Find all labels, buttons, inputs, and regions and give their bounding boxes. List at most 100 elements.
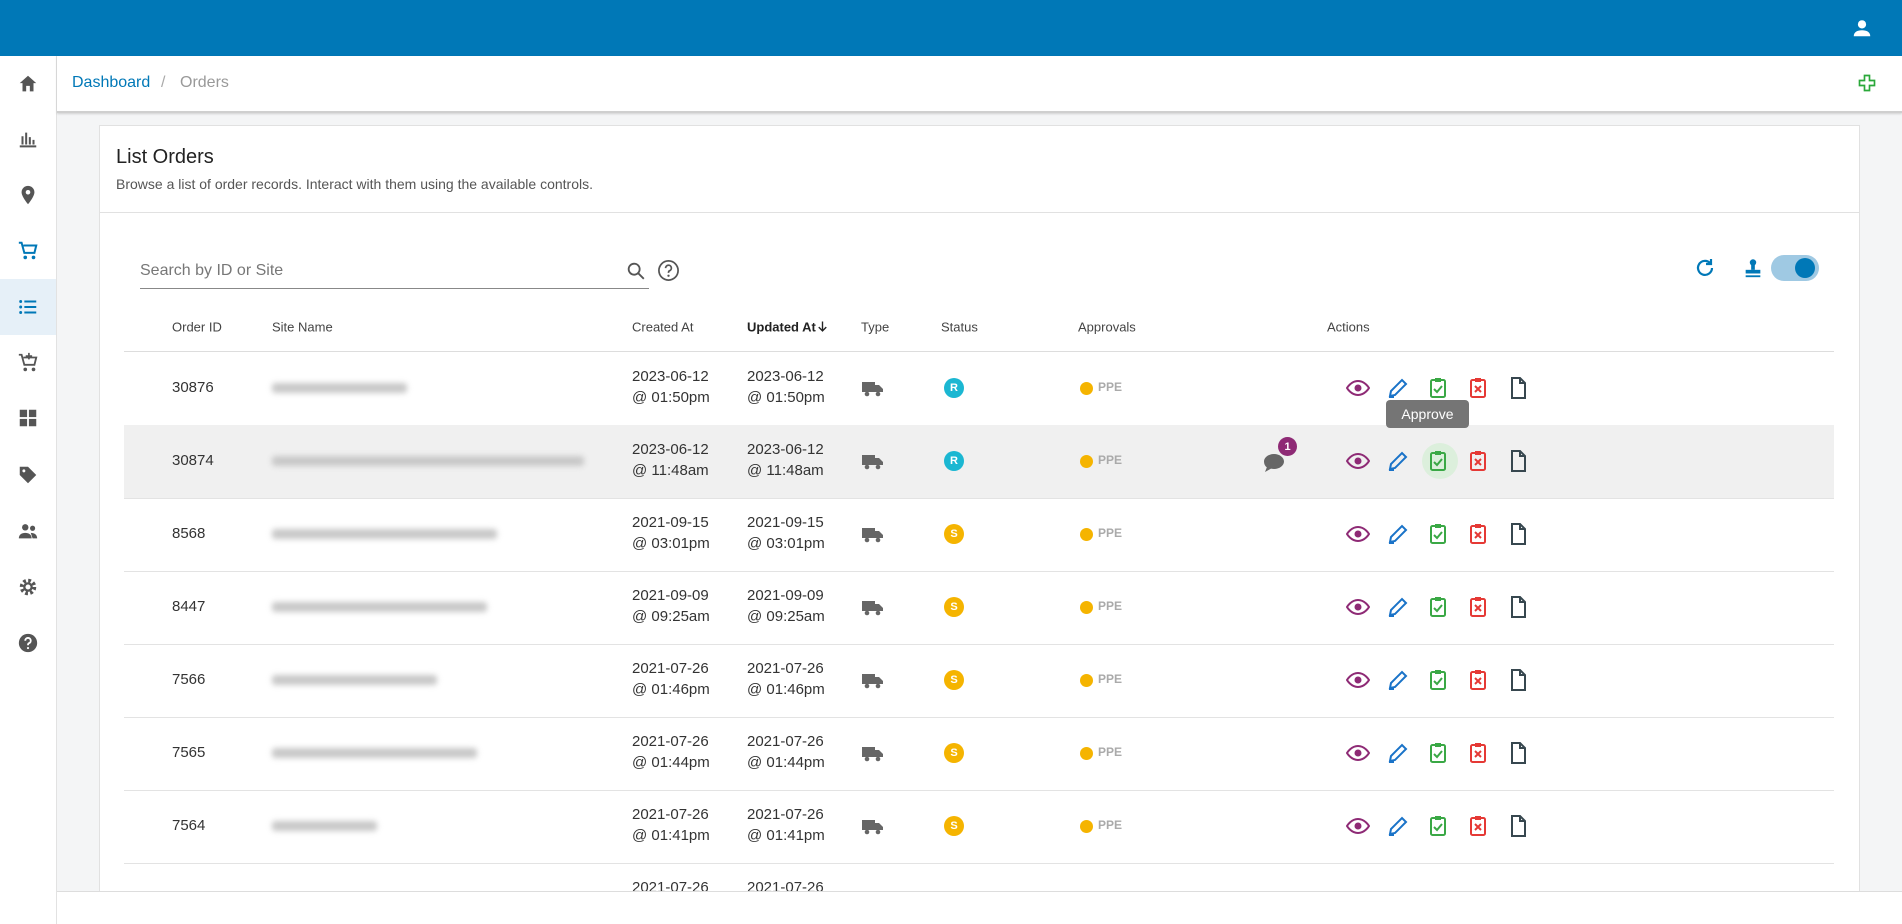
- document-button[interactable]: [1506, 668, 1530, 692]
- updated-date: 2021-07-26: [747, 733, 824, 750]
- nav-icon: [18, 524, 38, 539]
- reject-button[interactable]: [1466, 595, 1490, 619]
- edit-button[interactable]: [1386, 741, 1410, 765]
- approval-label: PPE: [1098, 526, 1123, 540]
- updated-date: 2021-09-15: [747, 514, 824, 531]
- edit-button[interactable]: [1386, 376, 1410, 400]
- document-button[interactable]: [1506, 595, 1530, 619]
- order-id: 8447: [172, 598, 206, 615]
- column-header[interactable]: Order ID: [172, 319, 222, 335]
- approval-dot: [1080, 455, 1093, 468]
- nav-item[interactable]: [0, 390, 56, 446]
- column-header[interactable]: Updated At: [747, 319, 816, 335]
- document-button[interactable]: [1506, 814, 1530, 838]
- approval-dot: [1080, 674, 1093, 687]
- order-id: 7565: [172, 744, 206, 761]
- nav-item[interactable]: [0, 335, 56, 391]
- created-date: 2023-06-12: [632, 441, 709, 458]
- view-button[interactable]: [1346, 814, 1370, 838]
- truck-icon: [862, 747, 883, 762]
- edit-button[interactable]: [1386, 449, 1410, 473]
- table-row: 7564 2021-07-26 @ 01:41pm 2021-07-26 @ 01:41…: [124, 790, 1834, 864]
- toggle-switch[interactable]: [1771, 255, 1819, 281]
- created-date: 2021-07-26: [632, 733, 709, 750]
- updated-time: @ 03:01pm: [747, 535, 825, 552]
- nav-item[interactable]: [0, 615, 56, 671]
- reject-button[interactable]: [1466, 522, 1490, 546]
- edit-button[interactable]: [1386, 522, 1410, 546]
- view-button[interactable]: [1346, 595, 1370, 619]
- approval-dot: [1080, 820, 1093, 833]
- status-badge: R: [944, 451, 964, 471]
- view-button[interactable]: [1346, 449, 1370, 473]
- nav-item[interactable]: [0, 559, 56, 615]
- search-field[interactable]: Search by ID or Site: [140, 256, 649, 289]
- truck-icon: [862, 528, 883, 543]
- table-row: 7566 2021-07-26 @ 01:46pm 2021-07-26 @ 01:46…: [124, 644, 1834, 718]
- column-header[interactable]: Created At: [632, 319, 694, 335]
- edit-button[interactable]: [1386, 814, 1410, 838]
- footer-bar: [57, 891, 1902, 924]
- created-time: @ 11:48am: [632, 462, 709, 479]
- created-time: @ 01:50pm: [632, 389, 710, 406]
- edit-button[interactable]: [1386, 668, 1410, 692]
- document-button[interactable]: [1506, 449, 1530, 473]
- nav-item[interactable]: [0, 503, 56, 559]
- stamp-icon[interactable]: [1742, 256, 1764, 280]
- nav-item[interactable]: [0, 223, 56, 279]
- document-button[interactable]: [1506, 376, 1530, 400]
- nav-item[interactable]: [0, 111, 56, 167]
- table-row: 30876 2023-06-12 @ 01:50pm 2023-06-12 @ 01:5…: [124, 352, 1834, 426]
- truck-icon: [862, 674, 883, 689]
- view-button[interactable]: [1346, 741, 1370, 765]
- reject-button[interactable]: [1466, 376, 1490, 400]
- nav-icon: [18, 352, 38, 372]
- approve-button[interactable]: [1426, 522, 1450, 546]
- column-header: Approvals: [1078, 319, 1136, 335]
- reject-button[interactable]: [1466, 814, 1490, 838]
- view-button[interactable]: [1346, 376, 1370, 400]
- refresh-button[interactable]: [1693, 256, 1717, 280]
- nav-item[interactable]: [0, 279, 56, 335]
- search-placeholder: Search by ID or Site: [140, 262, 284, 279]
- card-title: List Orders: [116, 146, 214, 168]
- approve-button[interactable]: [1426, 668, 1450, 692]
- column-header[interactable]: Site Name: [272, 319, 333, 335]
- order-id: 30876: [172, 379, 214, 396]
- add-button[interactable]: [1857, 73, 1877, 93]
- nav-item[interactable]: [0, 167, 56, 223]
- view-button[interactable]: [1346, 522, 1370, 546]
- status-badge: S: [944, 816, 964, 836]
- approve-button[interactable]: [1426, 449, 1450, 473]
- site-name-redacted: [272, 383, 407, 393]
- approve-button[interactable]: [1426, 814, 1450, 838]
- site-name-redacted: [272, 456, 584, 466]
- view-button[interactable]: [1346, 668, 1370, 692]
- nav-item[interactable]: [0, 447, 56, 503]
- approve-button[interactable]: [1426, 595, 1450, 619]
- document-button[interactable]: [1506, 741, 1530, 765]
- nav-icon: [19, 409, 37, 427]
- truck-icon: [862, 382, 883, 397]
- help-icon[interactable]: [657, 259, 680, 282]
- approve-button[interactable]: [1426, 741, 1450, 765]
- sort-arrow[interactable]: [815, 319, 830, 334]
- approve-button[interactable]: [1426, 376, 1450, 400]
- truck-icon: [862, 820, 883, 835]
- approval-dot: [1080, 601, 1093, 614]
- search-icon[interactable]: [625, 260, 647, 282]
- user-button[interactable]: [1851, 17, 1873, 39]
- breadcrumb-bar: Dashboard / Orders: [57, 56, 1902, 113]
- site-name-redacted: [272, 602, 487, 612]
- document-button[interactable]: [1506, 522, 1530, 546]
- edit-button[interactable]: [1386, 595, 1410, 619]
- reject-button[interactable]: [1466, 741, 1490, 765]
- approval-label: PPE: [1098, 453, 1123, 467]
- nav-icon: [18, 241, 38, 260]
- breadcrumb-link[interactable]: Dashboard: [72, 74, 151, 91]
- reject-button[interactable]: [1466, 449, 1490, 473]
- reject-button[interactable]: [1466, 668, 1490, 692]
- comment-icon[interactable]: [1262, 451, 1286, 475]
- nav-item[interactable]: [0, 56, 56, 112]
